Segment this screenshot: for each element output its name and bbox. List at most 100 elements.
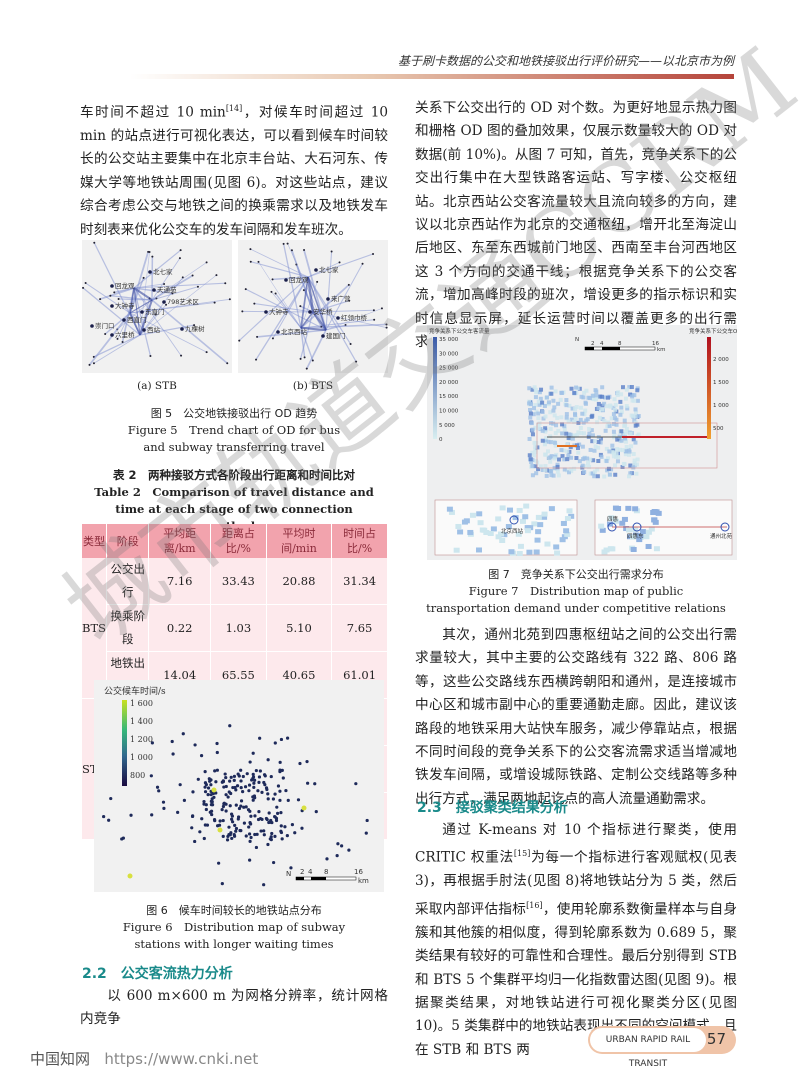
heat-cell xyxy=(527,453,532,458)
station-dot xyxy=(163,282,166,285)
heat-cell xyxy=(595,474,600,479)
heat-cell xyxy=(530,473,535,478)
heat-cell xyxy=(529,460,534,465)
map-label: 西直门 xyxy=(127,315,147,324)
station-dot xyxy=(276,784,281,788)
cnki-footer[interactable]: 中国知网 https://www.cnki.net xyxy=(30,1048,258,1069)
heat-cell xyxy=(559,537,566,543)
station-dot xyxy=(205,261,208,264)
station-dot xyxy=(248,858,252,862)
od-line xyxy=(300,323,387,329)
station-dot xyxy=(269,835,273,839)
long-wait-station-dot xyxy=(127,873,133,879)
station-dot xyxy=(209,803,214,807)
heat-cell xyxy=(636,537,643,543)
hub-dot xyxy=(336,316,340,320)
heat-cell xyxy=(548,440,553,445)
heat-cell xyxy=(543,426,548,431)
station-dot xyxy=(223,772,227,776)
legend-tick: 30 000 xyxy=(439,351,459,357)
heat-cell xyxy=(595,420,600,425)
cnki-url[interactable]: https://www.cnki.net xyxy=(104,1050,259,1068)
station-dot xyxy=(150,741,154,745)
colorbar-right xyxy=(707,337,711,439)
od-line xyxy=(104,312,131,335)
heat-cell xyxy=(570,406,575,411)
heat-cell xyxy=(628,463,633,468)
od-line xyxy=(257,329,327,338)
heat-cell xyxy=(532,453,537,458)
heat-cell xyxy=(619,429,624,434)
heat-cell xyxy=(632,393,637,398)
heat-cell xyxy=(625,406,630,411)
station-dot xyxy=(178,783,182,787)
heat-cell xyxy=(633,410,638,415)
north-arrow: N xyxy=(575,337,579,343)
legend-title: 公交候车时间/s xyxy=(104,685,166,697)
heat-cell xyxy=(536,399,541,404)
station-dot xyxy=(233,785,237,790)
table-2-title: 表 2 两种接驳方式各阶段出行距离和时间比对 Table 2 Compariso… xyxy=(80,466,388,535)
station-dot xyxy=(258,769,262,773)
station-dot xyxy=(247,825,251,829)
heat-cell xyxy=(560,520,567,526)
heat-cell xyxy=(505,524,512,530)
od-line xyxy=(139,324,195,336)
value-cell: 31.34 xyxy=(331,558,388,605)
heat-cell xyxy=(600,407,605,412)
heat-cell xyxy=(579,431,584,436)
od-line xyxy=(275,293,302,329)
heat-cell xyxy=(457,529,464,535)
heat-cell xyxy=(592,439,597,444)
text: ，使用轮廓系数衡量样本与自身簇和其他簇的相似度，得到轮廓系数为 0.689 5，… xyxy=(415,901,738,1058)
station-dot xyxy=(190,814,195,819)
heat-cell xyxy=(616,390,621,395)
heat-cell xyxy=(604,446,609,451)
heat-cell xyxy=(545,449,550,454)
heat-cell xyxy=(596,439,601,444)
station-dot xyxy=(205,823,210,827)
od-line-major xyxy=(129,312,141,336)
heat-cell xyxy=(566,453,571,458)
od-line xyxy=(271,291,302,329)
station-dot xyxy=(151,255,154,258)
heat-cell xyxy=(614,454,619,459)
station-dot xyxy=(249,814,253,818)
long-wait-station-dot xyxy=(301,805,307,811)
od-line xyxy=(133,287,152,357)
caption-cn: 图 6 候车时间较长的地铁站点分布 xyxy=(146,904,322,917)
station-dot xyxy=(284,788,288,793)
heat-cell xyxy=(579,394,584,399)
heat-cell xyxy=(634,462,639,467)
station-dot xyxy=(210,812,214,817)
heat-cell xyxy=(557,457,562,462)
heat-cell xyxy=(469,512,476,518)
heat-cell xyxy=(529,421,534,426)
heat-cell xyxy=(535,514,542,520)
heat-cell xyxy=(627,449,632,454)
hub-dot xyxy=(110,284,114,288)
table-header-cell: 时间占比/% xyxy=(331,524,388,558)
heat-cell xyxy=(555,469,560,474)
heat-cell xyxy=(586,395,591,400)
station-dot xyxy=(278,798,282,802)
station-dot xyxy=(213,769,217,773)
station-dot xyxy=(281,776,285,780)
station-dot xyxy=(248,821,252,825)
hub-dot xyxy=(152,288,156,292)
heat-cell xyxy=(624,429,629,434)
heat-cell xyxy=(589,428,594,433)
map-label: 798艺术区 xyxy=(167,297,199,306)
text: 为每一个指标进行客观赋权(见表 3)，再根据手肘法(见图 8)将地铁站分为 5 … xyxy=(415,849,737,918)
figure-5-caption: 图 5 公交地铁接驳出行 OD 趋势 Figure 5 Trend chart … xyxy=(80,405,388,456)
station-dot xyxy=(178,257,181,260)
station-dot xyxy=(202,836,206,841)
right-para-1: 关系下公交出行的 OD 对个数。为更好地显示热力图和栅格 OD 图的叠加效果，仅… xyxy=(415,97,737,354)
od-line-major xyxy=(129,287,135,314)
heat-cell xyxy=(535,529,542,535)
hub-dot xyxy=(264,310,268,314)
legend-tick: 1 400 xyxy=(130,717,153,726)
map-label: 六里桥 xyxy=(115,330,135,339)
hub-dot xyxy=(326,297,330,301)
heat-cell xyxy=(623,452,628,457)
